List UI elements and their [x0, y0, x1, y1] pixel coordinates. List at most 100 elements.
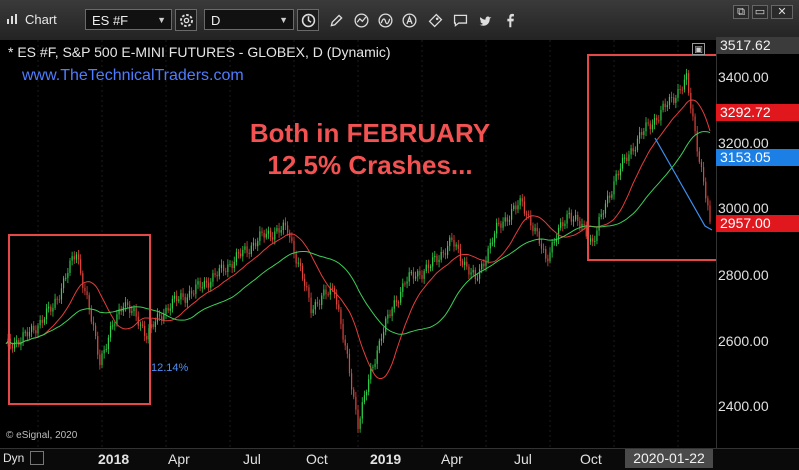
clock-button[interactable] — [297, 9, 319, 31]
twitter-button[interactable] — [474, 9, 496, 31]
price-candle — [148, 324, 150, 344]
price-candle — [301, 263, 304, 281]
price-candle — [240, 248, 242, 259]
price-candle — [376, 345, 378, 370]
price-candle — [440, 247, 442, 263]
price-candle — [265, 228, 267, 240]
price-candle — [594, 235, 596, 247]
price-candle — [666, 101, 668, 112]
price-candle — [621, 153, 624, 172]
headline-annotation: Both in FEBRUARY 12.5% Crashes... — [220, 117, 520, 181]
time-label: Oct — [306, 451, 328, 467]
price-candle — [67, 267, 69, 284]
minimize-button[interactable]: ▭ — [752, 5, 768, 19]
price-candle — [645, 117, 647, 137]
price-candle — [22, 327, 24, 346]
alert-button[interactable] — [398, 9, 420, 31]
price-candle — [139, 321, 141, 331]
price-candle — [673, 93, 675, 106]
price-candle — [498, 217, 500, 227]
price-candle — [28, 327, 31, 339]
price-axis[interactable] — [716, 40, 799, 448]
price-candle — [515, 201, 517, 215]
chart-style-button[interactable] — [350, 9, 372, 31]
price-candle — [9, 333, 11, 350]
price-tag-top: 3517.62 — [716, 37, 799, 54]
price-candle — [461, 258, 464, 268]
close-button[interactable]: ✕ — [771, 5, 793, 19]
price-candle — [429, 264, 432, 272]
annotation-box-2020 — [587, 54, 718, 261]
price-candle — [41, 314, 43, 329]
price-candle — [82, 270, 84, 293]
draw-button[interactable] — [325, 9, 347, 31]
price-candle — [632, 142, 634, 155]
price-candle — [231, 260, 233, 274]
price-candle — [95, 322, 97, 340]
price-candle — [519, 195, 521, 210]
price-candle — [468, 264, 470, 280]
price-candle — [223, 260, 225, 276]
price-candle — [272, 232, 274, 244]
indicator-button[interactable] — [374, 9, 396, 31]
price-candle — [35, 325, 37, 338]
price-chart[interactable] — [0, 40, 716, 448]
price-candle — [176, 290, 178, 307]
price-candle — [319, 299, 321, 310]
price-candle — [227, 259, 229, 278]
price-candle — [560, 218, 562, 231]
price-candle — [705, 177, 707, 203]
price-candle — [205, 277, 208, 288]
share-button[interactable] — [424, 9, 446, 31]
price-candle — [197, 277, 199, 289]
price-candle — [451, 232, 453, 243]
price-candle — [564, 220, 566, 229]
facebook-button[interactable] — [499, 9, 521, 31]
settings-button[interactable] — [175, 9, 197, 31]
price-candle — [201, 282, 203, 293]
price-candle — [167, 303, 169, 314]
time-label: Jul — [243, 451, 261, 467]
price-candle — [310, 292, 312, 318]
time-axis[interactable] — [0, 448, 799, 470]
copyright-label: © eSignal, 2020 — [6, 430, 78, 441]
close-icon: ✕ — [777, 6, 787, 18]
interval-value: D — [211, 13, 221, 28]
headline-line-2: 12.5% Crashes... — [267, 150, 473, 180]
twitter-icon — [479, 16, 491, 26]
price-candle — [218, 264, 220, 280]
symbol-dropdown[interactable]: ES #F ▼ — [85, 9, 172, 30]
price-label: 2400.00 — [718, 398, 769, 414]
price-candle — [248, 248, 250, 259]
price-candle — [88, 292, 90, 315]
price-label: 3200.00 — [718, 135, 769, 151]
price-candle — [323, 284, 325, 300]
price-candle — [511, 203, 513, 225]
price-candle — [523, 196, 525, 217]
dynamic-toggle-button[interactable] — [30, 451, 44, 465]
price-label: 2600.00 — [718, 333, 769, 349]
price-candle — [579, 217, 581, 231]
price-candle — [99, 349, 101, 370]
price-candle — [344, 335, 346, 351]
price-candle — [250, 242, 252, 257]
settings-icon — [179, 13, 193, 27]
price-candle — [624, 154, 626, 163]
price-candle — [513, 202, 515, 212]
maximize-pane-button[interactable]: ▣ — [692, 43, 705, 55]
price-candle — [129, 301, 131, 319]
price-candle — [607, 190, 609, 208]
chart-title: * ES #F, S&P 500 E-MINI FUTURES - GLOBEX… — [8, 44, 391, 60]
app-title: Chart — [6, 12, 57, 27]
price-candle — [299, 258, 301, 272]
interval-dropdown[interactable]: D ▼ — [204, 9, 294, 30]
price-candle — [383, 327, 385, 343]
price-candle — [255, 238, 257, 250]
price-candle — [434, 250, 436, 263]
price-candle — [353, 387, 355, 400]
price-candle — [58, 294, 60, 304]
comment-button[interactable] — [449, 9, 471, 31]
price-candle — [20, 337, 22, 351]
price-candle — [269, 227, 272, 242]
restore-button[interactable]: ⧉ — [733, 5, 749, 19]
